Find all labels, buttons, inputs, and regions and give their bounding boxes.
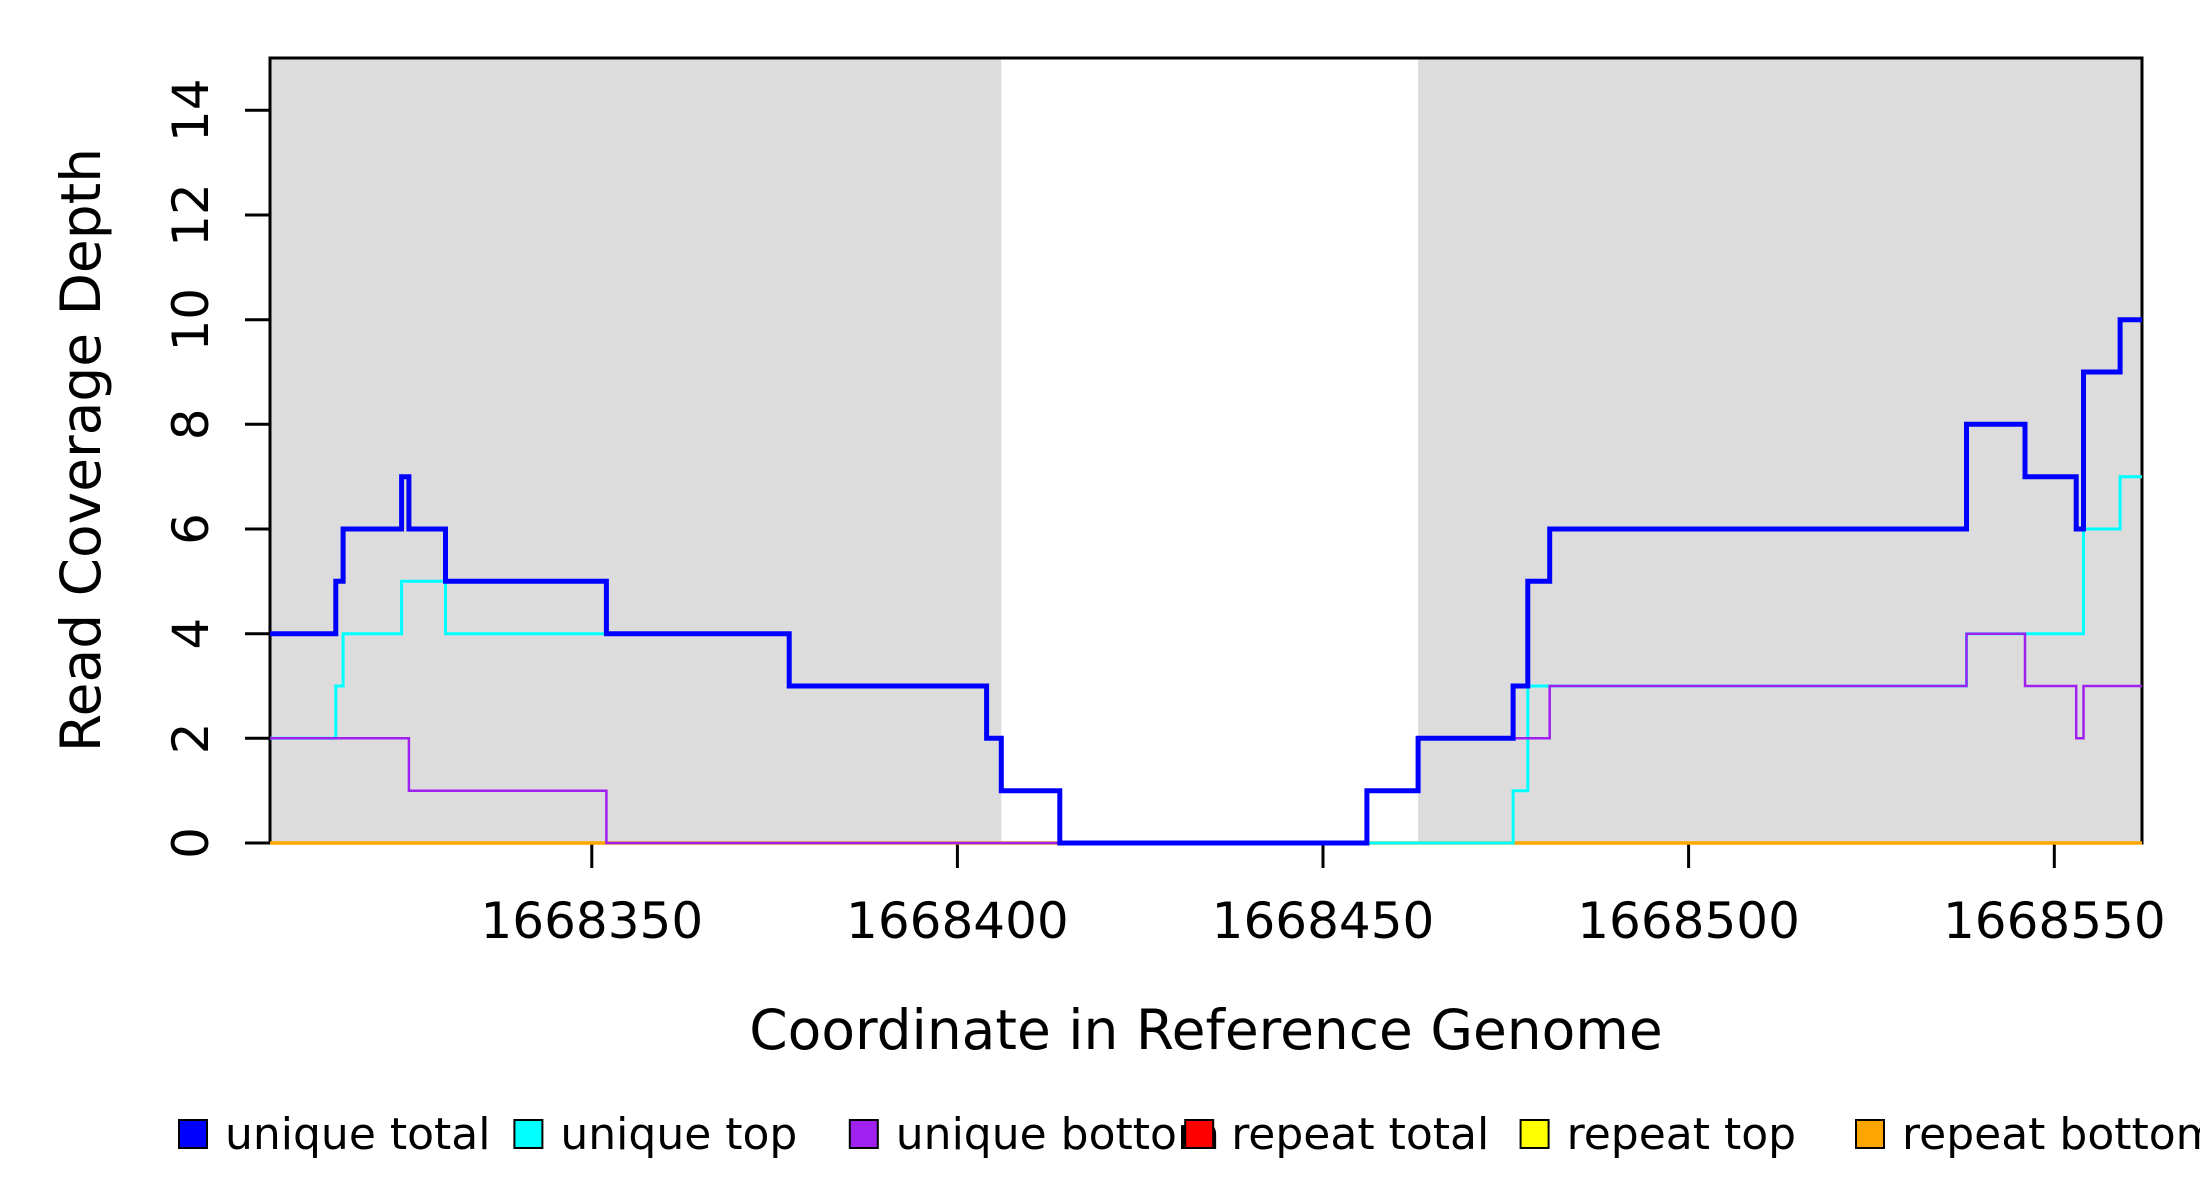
series-line-unique-total [270,317,2142,846]
x-tick-label: 1668500 [1577,892,1800,950]
series-line-unique-bottom [270,632,2142,845]
y-tick-label: 12 [162,183,220,247]
y-axis-title: Read Coverage Depth [49,148,113,752]
legend-label-unique-top: unique top [560,1109,797,1160]
shaded-region-2 [1418,58,2142,843]
y-tick-label: 10 [162,288,220,352]
legend-item-repeat-top: repeat top [1519,1109,1797,1160]
legend-swatch-unique-top [513,1119,544,1149]
legend: unique total unique top unique bottom repea… [178,1109,2200,1160]
y-tick-label: 4 [162,618,220,650]
legend-swatch-repeat-bottom [1855,1119,1885,1149]
legend-label-unique-total: unique total [225,1109,490,1160]
y-tick-label: 14 [162,78,220,142]
legend-swatch-repeat-total [1184,1119,1215,1149]
legend-label-repeat-total: repeat total [1231,1109,1489,1160]
shaded-regions [270,58,2142,843]
y-tick-label: 6 [162,513,220,545]
legend-label-repeat-bottom: repeat bottom [1902,1109,2200,1160]
legend-item-unique-top: unique top [513,1109,797,1160]
x-tick-label: 1668350 [480,892,703,950]
legend-item-repeat-total: repeat total [1184,1109,1489,1160]
legend-swatch-repeat-top [1519,1119,1550,1149]
legend-swatch-unique-bottom [848,1119,879,1149]
legend-label-unique-bottom: unique bottom [896,1109,1220,1160]
shaded-region-1 [270,58,1002,843]
series-lines [270,317,2142,846]
legend-item-unique-bottom: unique bottom [848,1109,1220,1160]
legend-swatch-unique-total [178,1119,208,1149]
x-tick-label: 1668450 [1212,892,1435,950]
axes: 1668350 1668400 1668450 1668500 1668550 0 2 4 6 8… [162,56,2166,950]
y-tick-label: 2 [162,722,220,754]
x-tick-label: 1668550 [1943,892,2166,950]
y-tick-label: 0 [162,827,220,859]
legend-item-repeat-bottom: repeat bottom [1855,1109,2200,1160]
legend-label-repeat-top: repeat top [1567,1109,1797,1160]
x-axis-title: Coordinate in Reference Genome [749,998,1662,1062]
legend-item-unique-total: unique total [178,1109,490,1160]
x-tick-label: 1668400 [846,892,1069,950]
y-tick-label: 8 [162,408,220,440]
